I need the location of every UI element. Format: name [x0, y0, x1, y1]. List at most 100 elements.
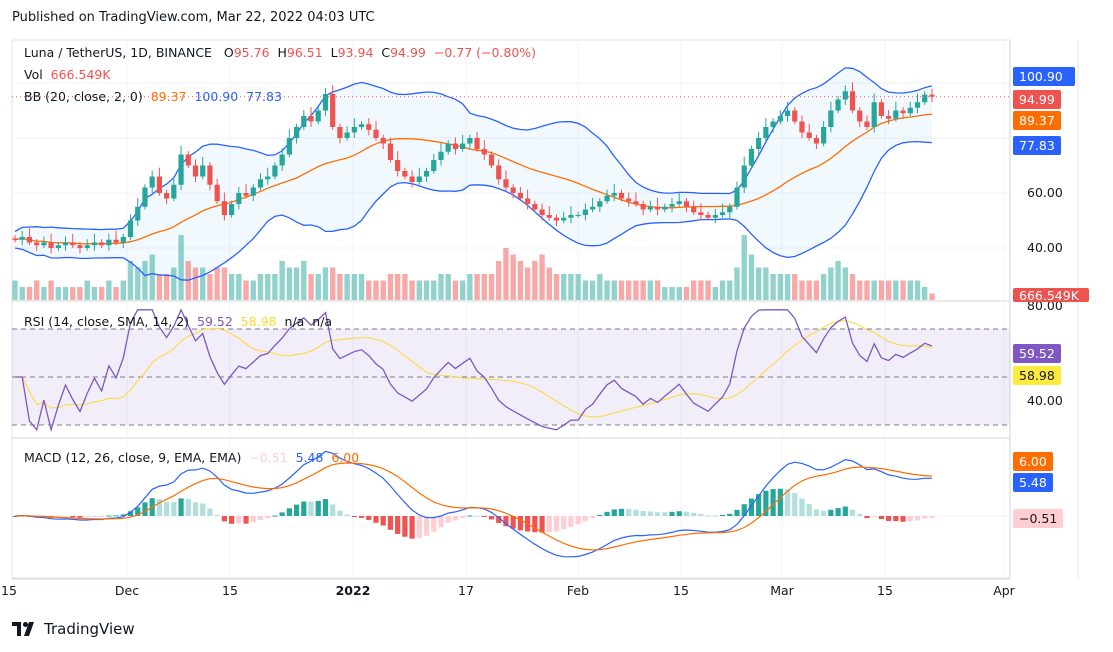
macd-histogram-bar	[452, 516, 459, 521]
volume-bar	[55, 287, 62, 300]
macd-histogram-bar	[185, 498, 191, 516]
macd-histogram-bar	[626, 508, 632, 516]
candle-body	[127, 220, 134, 237]
volume-bar	[820, 274, 827, 300]
candle-body	[532, 204, 538, 210]
time-label: Apr	[993, 583, 1015, 598]
macd-histogram-bar	[835, 508, 841, 516]
volume-bar	[806, 280, 812, 300]
macd-histogram-bar	[70, 516, 76, 518]
volume-bar	[481, 274, 487, 300]
volume-bar	[358, 274, 365, 300]
volume-bar	[690, 280, 697, 300]
candle-body	[907, 107, 913, 114]
rsi-line	[15, 308, 933, 433]
candle-body	[662, 206, 668, 210]
macd-histogram-bar	[395, 516, 401, 534]
volume-bar	[445, 274, 451, 300]
time-label: 17	[458, 583, 474, 598]
candle-body	[474, 138, 480, 149]
candle-body	[286, 138, 292, 155]
time-label: 2022	[335, 583, 371, 598]
volume-bar	[387, 274, 394, 300]
volume-bar	[828, 267, 834, 300]
volume-bar	[171, 267, 177, 300]
macd-histogram-bar	[135, 507, 141, 516]
macd-histogram-bar	[229, 516, 235, 524]
volume-bar	[777, 274, 784, 300]
macd-histogram-bar	[106, 515, 112, 517]
macd-histogram-bar	[221, 516, 227, 522]
candle-body	[741, 165, 747, 188]
macd-histogram-bar	[156, 499, 162, 516]
macd-histogram-bar	[871, 516, 877, 518]
volume-bar	[293, 267, 300, 300]
volume-bar	[799, 280, 805, 300]
bb-lower-badge: 77.83	[1013, 136, 1061, 155]
rsi-sma-line	[15, 320, 932, 418]
rsi-sma-badge: 58.98	[1013, 366, 1061, 385]
macd-histogram-bar	[929, 516, 935, 519]
volume-bar	[315, 274, 321, 300]
macd-histogram-bar	[84, 516, 90, 518]
candle-body	[510, 187, 516, 193]
candle-body	[12, 238, 18, 240]
macd-histogram-bar	[467, 515, 473, 517]
rsi-value: 59.52	[197, 314, 233, 329]
macd-histogram-bar	[330, 504, 336, 516]
volume-bar	[698, 280, 704, 300]
volume-bar	[878, 280, 885, 300]
candle-body	[553, 217, 560, 221]
candle-body	[221, 201, 227, 215]
rsi-legend[interactable]: RSI (14, close, SMA, 14, 2) 59.52 58.98 …	[24, 314, 332, 329]
macd-histogram-bar	[308, 501, 314, 516]
candle-body	[683, 201, 690, 207]
volume-bar	[662, 287, 668, 300]
macd-badge: 5.48	[1013, 473, 1053, 492]
macd-histogram-bar	[178, 498, 184, 516]
candle-body	[821, 127, 827, 144]
bb-basis-value: 89.37	[150, 89, 187, 104]
rsi-na-2: n/a	[312, 314, 333, 329]
macd-legend[interactable]: MACD (12, 26, close, 9, EMA, EMA) −0.51 …	[24, 450, 359, 465]
time-label: 15	[877, 583, 893, 598]
candle-body	[77, 245, 83, 248]
candle-body	[488, 154, 495, 166]
candle-body	[922, 94, 928, 103]
candle-body	[308, 116, 314, 122]
candle-body	[517, 193, 523, 199]
open-label: O	[223, 45, 234, 60]
volume-bar	[914, 280, 921, 300]
volume-bar	[575, 274, 581, 300]
rsi-sma-value: 58.98	[240, 314, 277, 329]
macd-histogram-bar	[91, 516, 98, 517]
candle-body	[575, 215, 581, 216]
candle-body	[799, 121, 805, 133]
candle-body	[618, 193, 625, 199]
volume-bar	[163, 274, 170, 300]
time-label: 15	[222, 583, 238, 598]
macd-histogram-bar	[207, 508, 213, 516]
candle-body	[676, 201, 682, 204]
candle-body	[322, 94, 329, 111]
bb-legend[interactable]: BB (20, close, 2, 0) 89.37 100.90 77.83	[24, 89, 282, 104]
volume-bar	[727, 280, 733, 300]
candle-body	[48, 242, 54, 248]
candle-body	[337, 127, 343, 138]
candle-body	[344, 132, 350, 138]
macd-histogram-bar	[532, 516, 538, 533]
candle-body	[91, 242, 98, 246]
volume-bar	[402, 274, 408, 300]
candle-body	[366, 124, 372, 130]
volume-bar	[539, 254, 545, 300]
candle-body	[26, 237, 33, 243]
candle-body	[106, 239, 112, 246]
macd-histogram-bar	[431, 516, 437, 532]
volume-bar	[178, 235, 184, 300]
macd-histogram-bar	[727, 513, 733, 516]
bb-lower-value: 77.83	[246, 89, 282, 104]
tradingview-logo[interactable]: TradingView	[12, 620, 135, 638]
volume-bar	[741, 235, 747, 300]
macd-histogram-bar	[561, 516, 567, 530]
